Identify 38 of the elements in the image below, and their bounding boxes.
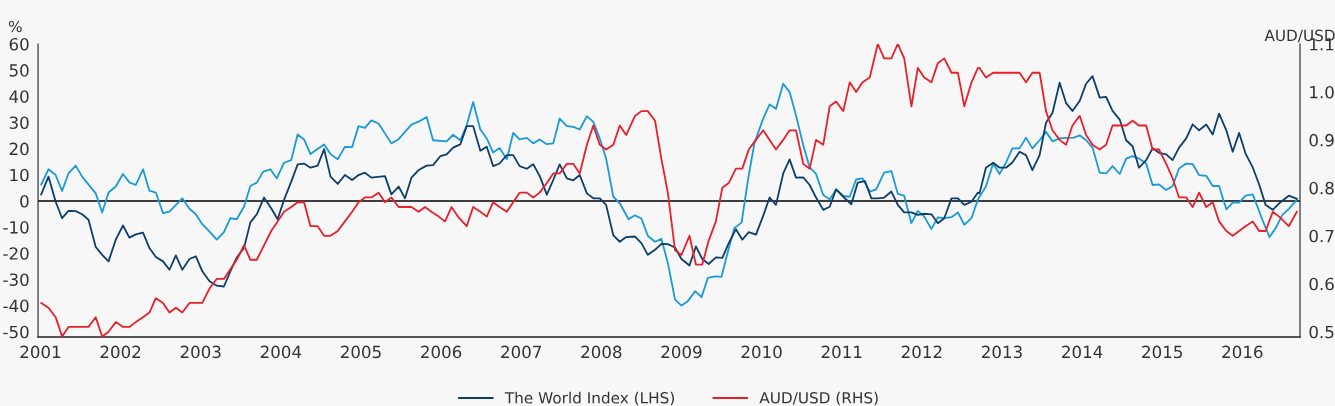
y2-tick-label: 0.6 — [1309, 277, 1334, 291]
legend-label: The World Index (LHS) — [504, 391, 674, 406]
x-tick-label: 2012 — [901, 345, 942, 359]
y2-tick-label: 0.7 — [1309, 229, 1334, 243]
y2-tick-label: 0.5 — [1309, 325, 1334, 339]
y2-tick-label: 0.8 — [1309, 181, 1334, 195]
y-tick-label: -10 — [3, 221, 29, 234]
y-tick-label: 50 — [9, 64, 29, 77]
y-tick-label: 40 — [9, 90, 29, 103]
x-tick-label: 2010 — [741, 345, 782, 359]
line-series — [40, 43, 1298, 337]
legend-label: AUD/USD (RHS) — [759, 391, 878, 406]
x-tick-label: 2011 — [821, 345, 862, 359]
x-tick-label: 2002 — [100, 345, 141, 359]
y2-tick-label: 0.9 — [1309, 133, 1334, 147]
y-tick-label: 0 — [20, 194, 29, 208]
y-tick-label: -30 — [3, 273, 29, 286]
x-tick-label: 2007 — [501, 345, 541, 359]
y-tick-label: -20 — [3, 247, 29, 260]
x-tick-label: 2004 — [260, 345, 302, 359]
x-tick-label: 2016 — [1222, 345, 1263, 359]
x-tick-label: 2005 — [340, 345, 381, 359]
x-tick-label: 2003 — [180, 345, 221, 359]
x-tick-label: 2014 — [1062, 345, 1103, 359]
y-tick-label: 10 — [10, 168, 29, 182]
y-tick-label: 60 — [9, 37, 29, 51]
y-tick-label: -50 — [3, 325, 29, 339]
y2-tick-label: 1.0 — [1310, 85, 1334, 99]
y-tick-label: 30 — [9, 116, 29, 130]
x-tick-label: 2013 — [981, 345, 1022, 359]
x-tick-label: 2008 — [581, 345, 622, 359]
y-tick-label: -40 — [3, 299, 29, 313]
x-tick-label: 2001 — [20, 345, 61, 359]
x-tick-label: 2006 — [421, 345, 462, 359]
y-axis-title: % — [8, 20, 22, 33]
y-tick-label: 20 — [9, 142, 29, 156]
x-tick-label: 2009 — [661, 345, 702, 359]
x-tick-label: 2015 — [1142, 345, 1182, 359]
